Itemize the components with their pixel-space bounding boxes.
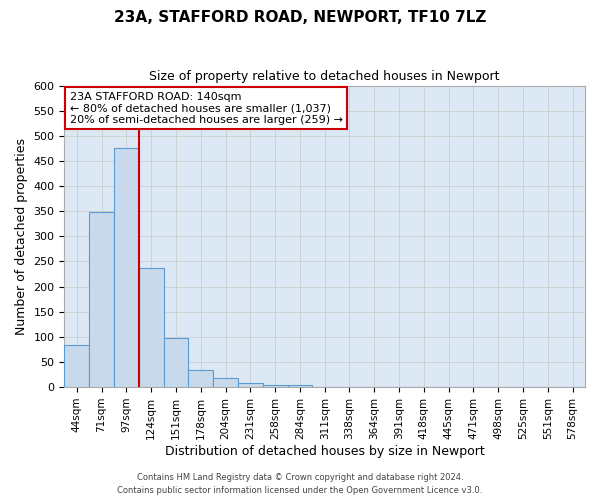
Bar (263, 384, 287, 387)
Bar (213, 378, 238, 387)
Bar (337, 386, 362, 387)
Text: Contains HM Land Registry data © Crown copyright and database right 2024.
Contai: Contains HM Land Registry data © Crown c… (118, 474, 482, 495)
Title: Size of property relative to detached houses in Newport: Size of property relative to detached ho… (149, 70, 500, 83)
Bar (188, 370, 213, 387)
Text: 23A, STAFFORD ROAD, NEWPORT, TF10 7LZ: 23A, STAFFORD ROAD, NEWPORT, TF10 7LZ (114, 10, 486, 25)
Bar (114, 148, 139, 387)
Text: 23A STAFFORD ROAD: 140sqm
← 80% of detached houses are smaller (1,037)
20% of se: 23A STAFFORD ROAD: 140sqm ← 80% of detac… (70, 92, 343, 125)
Bar (64, 346, 89, 387)
Bar (412, 386, 436, 387)
Bar (139, 268, 164, 387)
Bar (486, 386, 511, 387)
Bar (287, 384, 313, 387)
Bar (238, 383, 263, 387)
Bar (164, 338, 188, 387)
X-axis label: Distribution of detached houses by size in Newport: Distribution of detached houses by size … (165, 444, 485, 458)
Y-axis label: Number of detached properties: Number of detached properties (15, 138, 28, 335)
Bar (89, 212, 114, 387)
Bar (560, 386, 585, 387)
